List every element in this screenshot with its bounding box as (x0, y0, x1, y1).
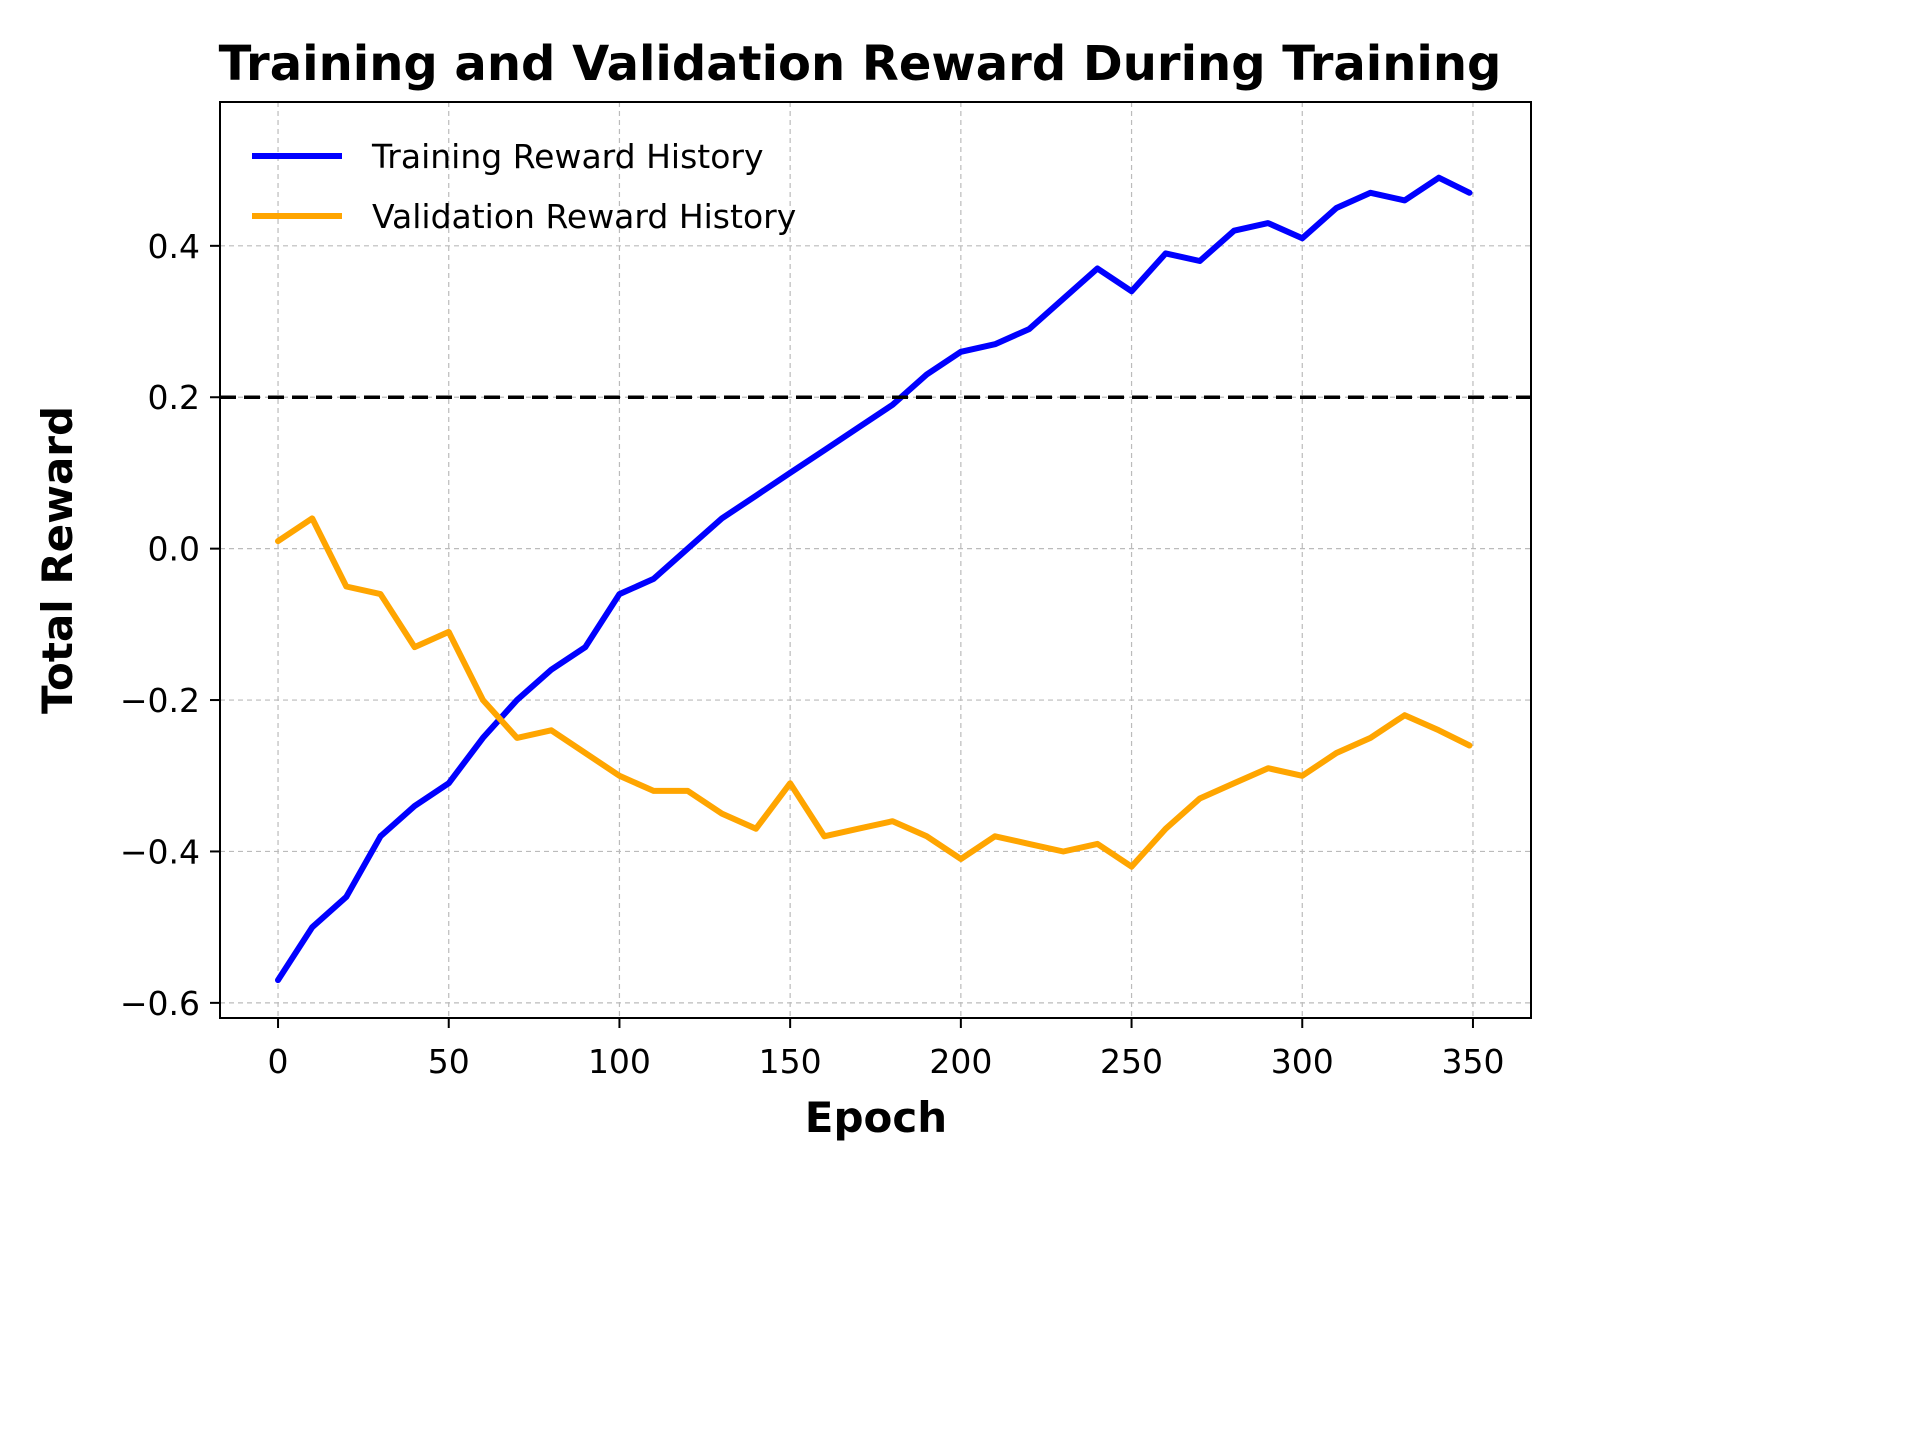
x-axis: 0 50 100 150 200 250 300 350 (268, 1018, 1504, 1081)
x-tick-label: 300 (1271, 1042, 1334, 1081)
x-tick-label: 350 (1441, 1042, 1504, 1081)
y-tick-label: −0.6 (120, 984, 200, 1023)
legend-label: Training Reward History (371, 137, 764, 176)
y-tick-label: −0.2 (120, 681, 200, 720)
x-tick-label: 0 (268, 1042, 289, 1081)
grid-lines (220, 102, 1531, 1018)
line-chart: Training and Validation Reward During Tr… (33, 36, 1532, 1142)
series-line-validation (275, 515, 1473, 870)
series-line-training (275, 174, 1473, 984)
y-tick-label: 0.2 (148, 378, 200, 417)
x-tick-label: 200 (929, 1042, 992, 1081)
chart-title: Training and Validation Reward During Tr… (219, 36, 1502, 92)
legend-label: Validation Reward History (372, 197, 796, 236)
series-layer (275, 174, 1473, 984)
plot-frame (219, 101, 1532, 1019)
y-tick-label: 0.4 (148, 227, 200, 266)
x-tick-label: 150 (759, 1042, 822, 1081)
y-tick-label: −0.4 (120, 832, 200, 871)
x-tick-label: 50 (428, 1042, 470, 1081)
y-axis-label: Total Reward (33, 406, 82, 714)
x-tick-label: 100 (588, 1042, 651, 1081)
x-axis-label: Epoch (805, 1093, 947, 1142)
y-tick-label: 0.0 (148, 530, 200, 569)
legend: Training Reward History Validation Reward… (252, 137, 796, 236)
y-axis: −0.6 −0.4 −0.2 0.0 0.2 0.4 (120, 227, 220, 1023)
x-tick-label: 250 (1100, 1042, 1163, 1081)
